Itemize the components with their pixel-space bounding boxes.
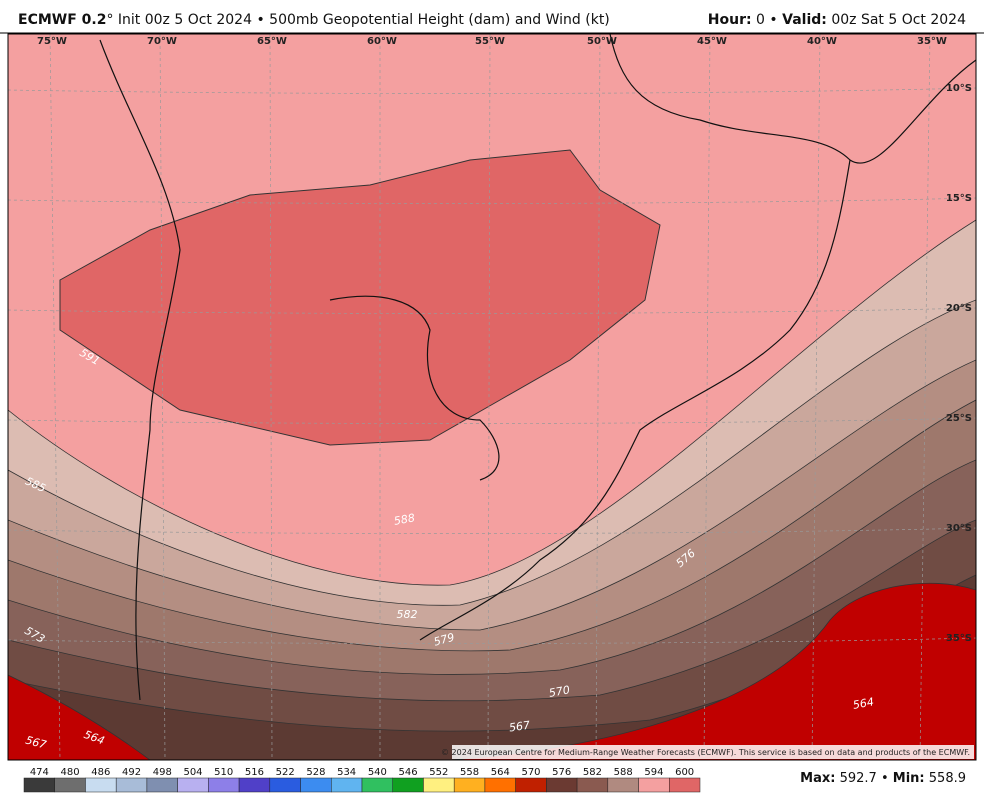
colorbar-label: 474: [30, 767, 49, 778]
colorbar-swatch: [208, 777, 240, 793]
colorbar-swatch: [85, 777, 117, 793]
lat-label: 35°S: [946, 633, 972, 644]
colorbar-label: 600: [675, 767, 694, 778]
copyright: © 2024 European Centre for Medium-Range …: [441, 748, 970, 757]
colorbar-swatch: [269, 777, 301, 793]
colorbar-label: 498: [153, 767, 172, 778]
colorbar-label: 570: [521, 767, 540, 778]
contour-label: 567: [24, 734, 48, 752]
hour: 0: [756, 12, 765, 28]
colorbar-swatch: [515, 777, 547, 793]
colorbar-swatch: [546, 777, 578, 793]
contour-label: 582: [397, 608, 418, 621]
header-left: ECMWF 0.2° Init 00z 5 Oct 2024 • 500mb G…: [18, 12, 610, 28]
colorbar-swatch: [484, 777, 516, 793]
colorbar-swatch: [638, 777, 670, 793]
colorbar-label: 510: [214, 767, 233, 778]
colorbar-label: 522: [276, 767, 295, 778]
colorbar-swatch: [576, 777, 609, 793]
colorbar-label: 576: [552, 767, 571, 778]
colorbar-swatch: [423, 777, 455, 793]
lon-label: 40°W: [807, 36, 837, 47]
lat-label: 15°S: [946, 193, 972, 204]
init: Init 00z 5 Oct 2024: [117, 12, 252, 28]
colorbar-swatch: [146, 777, 178, 793]
footer: Max: 592.7 • Min: 558.9: [800, 771, 966, 786]
degree: °: [106, 12, 114, 28]
valid-label: Valid:: [782, 12, 827, 28]
min-label: Min:: [892, 771, 925, 786]
hour-label: Hour:: [707, 12, 752, 28]
colorbar-label: 582: [583, 767, 602, 778]
colorbar-label: 534: [337, 767, 356, 778]
bullet: •: [769, 12, 778, 28]
colorbar-swatch: [607, 777, 639, 793]
lat-label: 30°S: [946, 523, 972, 534]
colorbar-label: 480: [61, 767, 80, 778]
colorbar-swatch: [238, 777, 271, 793]
lat-label: 20°S: [946, 303, 972, 314]
colorbar-label: 546: [399, 767, 418, 778]
lon-label: 60°W: [367, 36, 397, 47]
lon-label: 65°W: [257, 36, 287, 47]
colorbar-label: 588: [614, 767, 633, 778]
colorbar-label: 516: [245, 767, 264, 778]
lat-label: 10°S: [946, 83, 972, 94]
max-label: Max:: [800, 771, 836, 786]
model: ECMWF 0.2: [18, 12, 107, 28]
colorbar-swatch: [392, 777, 424, 793]
contour-label: 570: [548, 683, 571, 699]
lon-label: 70°W: [147, 36, 177, 47]
product: 500mb Geopotential Height (dam) and Wind…: [269, 12, 610, 28]
contour-label: 567: [508, 719, 531, 735]
colorbar-label: 552: [429, 767, 448, 778]
contour-label: 564: [852, 695, 875, 711]
colorbar-swatch: [54, 777, 86, 793]
colorbar-label: 504: [183, 767, 202, 778]
bullet: •: [256, 12, 265, 28]
colorbar-swatch: [177, 777, 209, 793]
lon-label: 55°W: [475, 36, 505, 47]
min: 558.9: [928, 771, 966, 786]
colorbar-swatch: [300, 777, 332, 793]
colorbar-swatch: [331, 777, 363, 793]
contour-label: 588: [393, 511, 416, 527]
lon-label: 45°W: [697, 36, 727, 47]
lon-label: 50°W: [587, 36, 617, 47]
lon-label: 75°W: [37, 36, 67, 47]
colorbar-label: 540: [368, 767, 387, 778]
contour-label: 579: [432, 631, 456, 649]
lon-label: 35°W: [917, 36, 947, 47]
colorbar-swatch: [361, 777, 393, 793]
valid: 00z Sat 5 Oct 2024: [831, 12, 966, 28]
colorbar-swatch: [23, 777, 55, 793]
max: 592.7: [839, 771, 877, 786]
colorbar-swatch: [453, 777, 486, 793]
map-field: [8, 34, 976, 760]
colorbar-label: 564: [491, 767, 510, 778]
lat-label: 25°S: [946, 413, 972, 424]
colorbar-label: 486: [91, 767, 110, 778]
colorbar-label: 594: [644, 767, 663, 778]
colorbar-label: 492: [122, 767, 141, 778]
colorbar-swatch: [115, 777, 148, 793]
header-right: Hour: 0 • Valid: 00z Sat 5 Oct 2024: [708, 12, 966, 28]
colorbar-label: 528: [306, 767, 325, 778]
colorbar-swatch: [669, 777, 701, 793]
colorbar-label: 558: [460, 767, 479, 778]
bullet: •: [880, 771, 889, 786]
